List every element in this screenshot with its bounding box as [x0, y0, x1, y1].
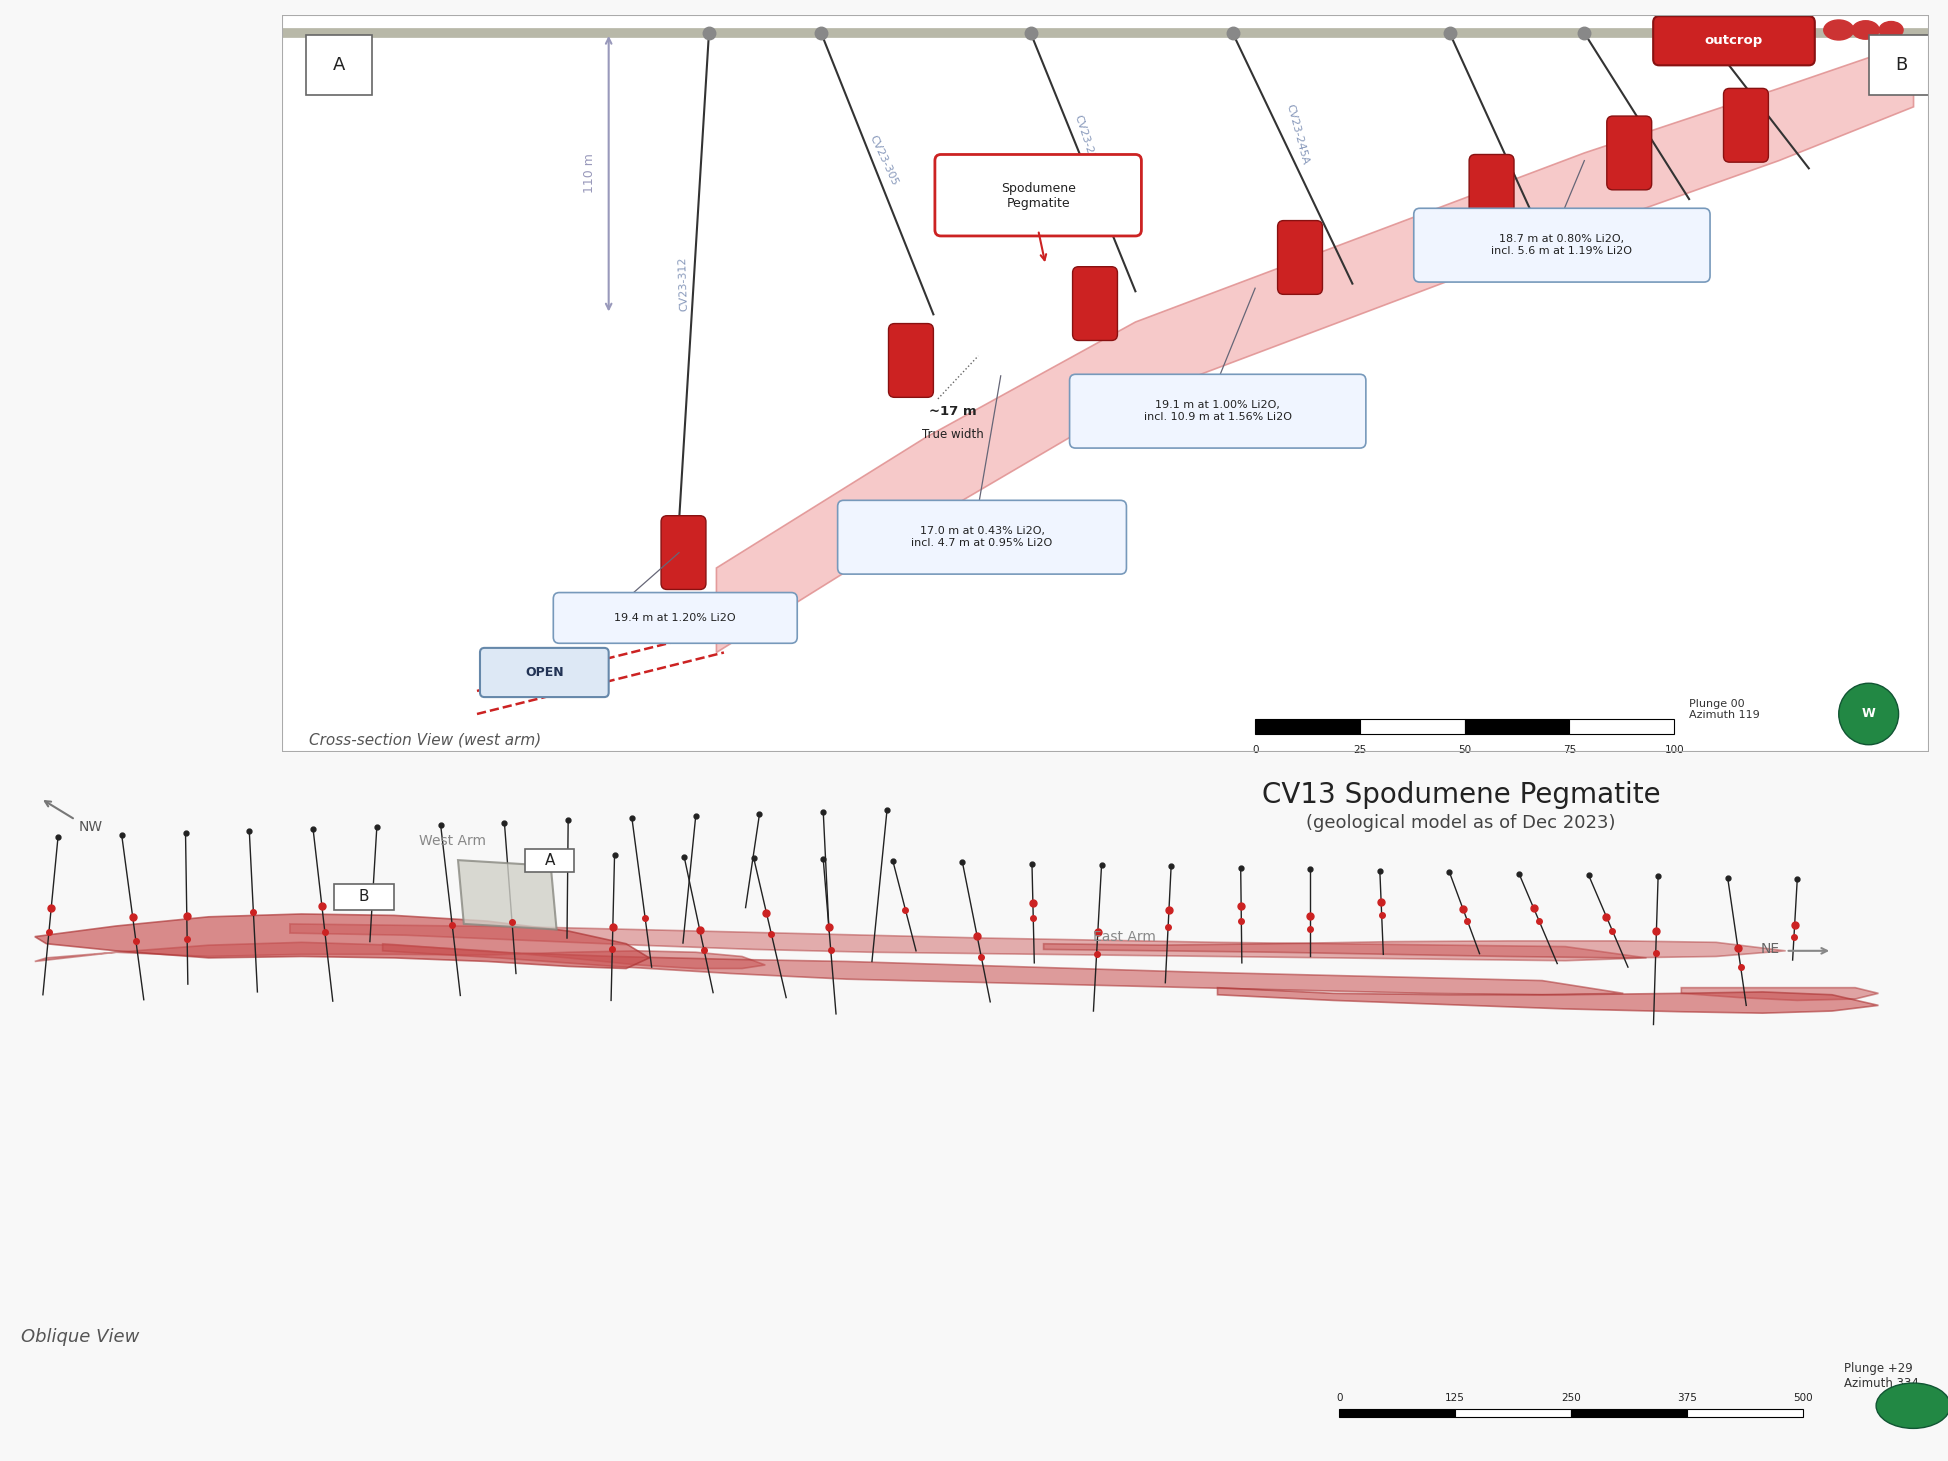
Text: W: W — [1862, 707, 1876, 720]
Text: 25: 25 — [1354, 745, 1366, 755]
Text: East Arm: East Arm — [1093, 929, 1157, 944]
Polygon shape — [35, 942, 766, 969]
Text: outcrop: outcrop — [1704, 34, 1763, 47]
Bar — [1340, 1408, 1455, 1417]
Polygon shape — [382, 944, 1623, 995]
Polygon shape — [1681, 988, 1878, 1001]
Polygon shape — [458, 861, 557, 929]
FancyBboxPatch shape — [333, 884, 393, 910]
Circle shape — [1839, 684, 1899, 745]
Text: CV23-250: CV23-250 — [1073, 112, 1099, 168]
Bar — [1360, 719, 1465, 733]
Ellipse shape — [1823, 20, 1854, 39]
Text: Oblique View: Oblique View — [21, 1328, 138, 1346]
FancyBboxPatch shape — [1069, 374, 1366, 449]
FancyBboxPatch shape — [1469, 155, 1514, 228]
Text: Plunge 00
Azimuth 119: Plunge 00 Azimuth 119 — [1689, 698, 1759, 720]
FancyBboxPatch shape — [1868, 35, 1934, 95]
Text: 100: 100 — [1664, 745, 1683, 755]
Bar — [1572, 1408, 1687, 1417]
Text: A: A — [333, 57, 345, 75]
FancyBboxPatch shape — [935, 155, 1142, 235]
Text: True width: True width — [921, 428, 984, 441]
Text: West Arm: West Arm — [419, 834, 485, 847]
Text: 250: 250 — [1560, 1392, 1582, 1403]
FancyBboxPatch shape — [838, 500, 1126, 574]
Circle shape — [1876, 1384, 1948, 1429]
Polygon shape — [1044, 941, 1786, 958]
Ellipse shape — [1880, 22, 1903, 38]
Bar — [1687, 1408, 1804, 1417]
Text: A: A — [543, 853, 555, 868]
Text: 0: 0 — [1336, 1392, 1342, 1403]
Text: 0: 0 — [1253, 745, 1258, 755]
Text: Spodumene
Pegmatite: Spodumene Pegmatite — [1001, 183, 1075, 210]
Text: 125: 125 — [1445, 1392, 1465, 1403]
Text: 19.1 m at 1.00% Li2O,
incl. 10.9 m at 1.56% Li2O: 19.1 m at 1.00% Li2O, incl. 10.9 m at 1.… — [1143, 400, 1292, 422]
Text: B: B — [358, 890, 370, 904]
FancyBboxPatch shape — [1654, 16, 1816, 66]
Text: 110 m: 110 m — [582, 153, 596, 193]
Polygon shape — [290, 923, 1646, 961]
Text: 500: 500 — [1794, 1392, 1814, 1403]
FancyBboxPatch shape — [526, 849, 575, 872]
Text: CV23-312: CV23-312 — [678, 256, 690, 311]
FancyBboxPatch shape — [479, 647, 608, 697]
FancyBboxPatch shape — [1073, 267, 1118, 340]
Text: 50: 50 — [1457, 745, 1471, 755]
Text: B: B — [1895, 57, 1907, 75]
Text: OPEN: OPEN — [526, 666, 563, 679]
Text: 75: 75 — [1562, 745, 1576, 755]
Text: ~17 m: ~17 m — [929, 405, 976, 418]
Text: CV23-245A: CV23-245A — [1284, 104, 1309, 167]
Text: Plunge +29
Azimuth 334: Plunge +29 Azimuth 334 — [1843, 1362, 1919, 1389]
Text: 19.4 m at 1.20% Li2O: 19.4 m at 1.20% Li2O — [614, 614, 736, 622]
Text: CV13 Spodumene Pegmatite: CV13 Spodumene Pegmatite — [1262, 782, 1660, 809]
Text: Cross-section View (west arm): Cross-section View (west arm) — [310, 732, 542, 748]
FancyBboxPatch shape — [1414, 209, 1710, 282]
Ellipse shape — [1853, 20, 1880, 39]
FancyBboxPatch shape — [660, 516, 705, 589]
Polygon shape — [35, 915, 649, 969]
FancyBboxPatch shape — [1724, 88, 1769, 162]
Polygon shape — [717, 42, 1913, 653]
FancyBboxPatch shape — [306, 35, 372, 95]
Bar — [1465, 719, 1570, 733]
FancyBboxPatch shape — [553, 593, 797, 643]
Text: (geological model as of Dec 2023): (geological model as of Dec 2023) — [1307, 814, 1615, 833]
Bar — [1255, 719, 1360, 733]
Bar — [1570, 719, 1673, 733]
Text: 18.7 m at 0.80% Li2O,
incl. 5.6 m at 1.19% Li2O: 18.7 m at 0.80% Li2O, incl. 5.6 m at 1.1… — [1492, 234, 1632, 256]
FancyBboxPatch shape — [888, 323, 933, 397]
Text: NE: NE — [1761, 942, 1780, 957]
Text: NW: NW — [78, 820, 103, 834]
Polygon shape — [1218, 988, 1878, 1012]
Text: CV23-305: CV23-305 — [869, 134, 900, 187]
FancyBboxPatch shape — [1278, 221, 1323, 294]
Text: 375: 375 — [1677, 1392, 1697, 1403]
Text: 17.0 m at 0.43% Li2O,
incl. 4.7 m at 0.95% Li2O: 17.0 m at 0.43% Li2O, incl. 4.7 m at 0.9… — [912, 526, 1052, 548]
Bar — [1455, 1408, 1572, 1417]
FancyBboxPatch shape — [1607, 115, 1652, 190]
